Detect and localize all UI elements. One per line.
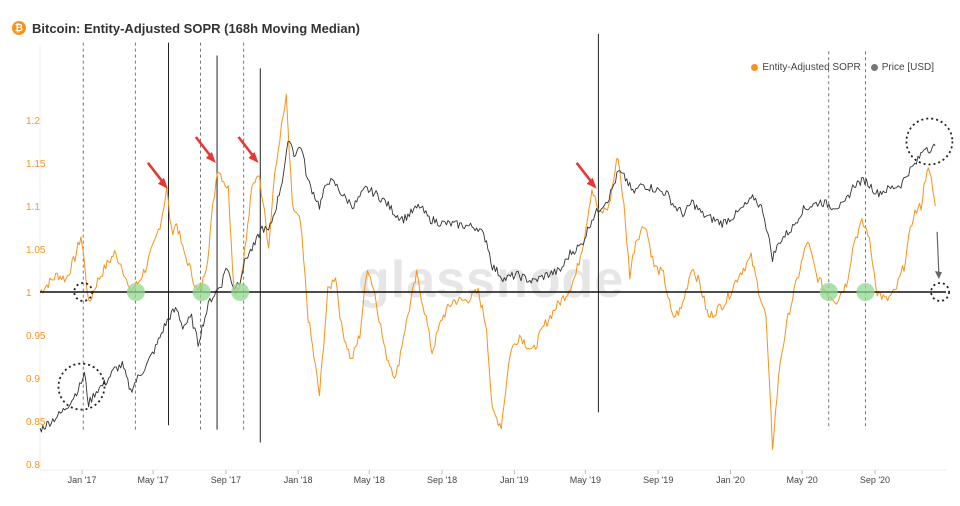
dotted-circle-marker (73, 282, 94, 302)
vertical-lines (82, 34, 866, 443)
x-tick-label: May '20 (786, 475, 817, 485)
series-group (39, 93, 936, 451)
title-row: ₿ Bitcoin: Entity-Adjusted SOPR (168h Mo… (12, 18, 360, 38)
y-axis-ticks: 0.8 0.85 0.9 0.95 1 1.05 1.1 1.15 1.2 (26, 116, 46, 471)
x-tick-label: Sep '20 (860, 475, 890, 485)
legend-item-price[interactable]: Price [USD] (870, 62, 934, 73)
x-tick-label: Sep '18 (427, 475, 457, 485)
green-circle-marker (819, 283, 838, 301)
price-dot-icon (870, 64, 878, 71)
green-circle-marker (192, 283, 211, 301)
x-tick-label: Jan '20 (716, 475, 745, 485)
x-tick-label: Jan '18 (284, 475, 313, 485)
bitcoin-icon: ₿ (12, 21, 26, 35)
red-arrowhead (586, 177, 597, 189)
green-circle-marker (856, 283, 875, 301)
y-tick-label: 1.05 (26, 245, 46, 256)
x-tick-label: May '18 (354, 475, 385, 485)
sopr-line (39, 93, 936, 451)
red-arrowhead (205, 152, 216, 163)
x-tick-label: Jan '19 (500, 475, 529, 485)
annotations (57, 117, 954, 411)
dotted-circle-marker (57, 362, 106, 411)
gray-arrow-shaft (936, 231, 940, 276)
green-circle-marker (126, 283, 145, 301)
green-circle-marker (231, 283, 250, 301)
y-tick-label: 0.95 (26, 331, 46, 342)
x-tick-label: Sep '17 (211, 475, 241, 485)
legend-item-sopr[interactable]: Entity-Adjusted SOPR (751, 62, 861, 73)
x-tick-label: May '17 (137, 475, 168, 485)
red-arrowhead (157, 177, 168, 189)
y-tick-label: 1.15 (26, 159, 46, 170)
y-tick-label: 1.2 (26, 116, 40, 127)
legend-label-price: Price [USD] (881, 62, 934, 73)
legend-label-sopr: Entity-Adjusted SOPR (762, 62, 861, 73)
y-tick-label: 1 (26, 288, 32, 299)
y-tick-label: 0.85 (26, 417, 46, 428)
dotted-circle-marker (930, 282, 950, 302)
x-axis-ticks: Jan '17 May '17 Sep '17 Jan '18 May '18 Sep '… (68, 470, 890, 485)
x-tick-label: May '19 (570, 475, 601, 485)
gray-arrowhead (934, 271, 942, 280)
x-tick-label: Jan '17 (68, 475, 97, 485)
sopr-dot-icon (751, 64, 759, 71)
y-tick-label: 0.9 (26, 374, 40, 385)
chart-title: Bitcoin: Entity-Adjusted SOPR (168h Movi… (32, 20, 360, 36)
price-line (39, 140, 936, 433)
legend: Entity-Adjusted SOPR Price [USD] (741, 62, 934, 73)
red-arrowhead (248, 152, 259, 163)
x-tick-label: Sep '19 (643, 475, 673, 485)
y-tick-label: 1.1 (26, 202, 40, 213)
y-tick-label: 0.8 (26, 460, 40, 471)
dotted-circle-marker (905, 117, 954, 166)
